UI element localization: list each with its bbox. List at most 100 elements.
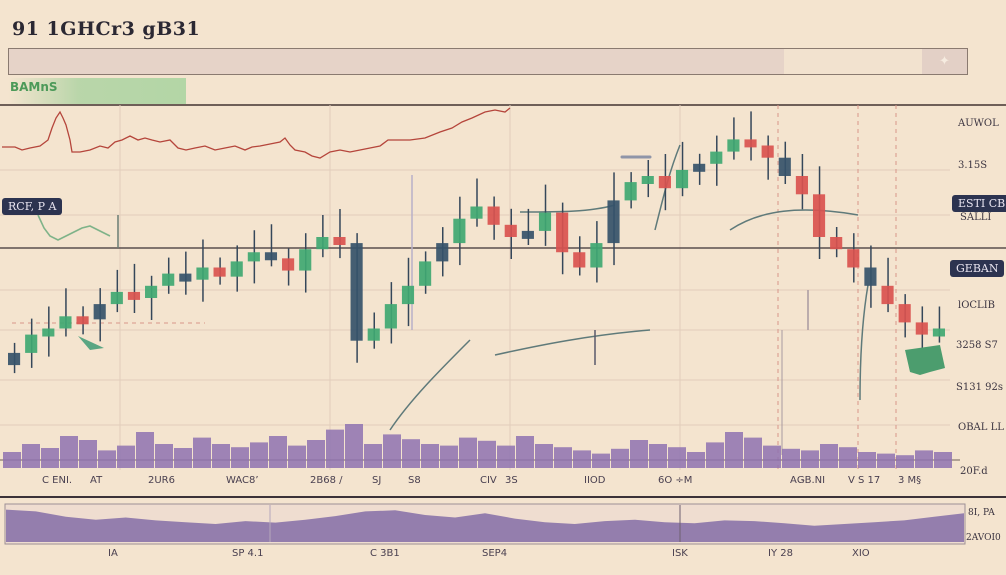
volume-bar — [440, 445, 458, 468]
volume-bar — [326, 429, 344, 468]
volume-bar — [193, 437, 211, 468]
candle[interactable] — [110, 291, 123, 305]
candle[interactable] — [932, 328, 945, 337]
nav-right-label-1: 2AVOI0 — [966, 533, 1001, 543]
candle[interactable] — [8, 352, 21, 366]
candle[interactable] — [367, 328, 380, 341]
candle[interactable] — [795, 176, 808, 195]
volume-bar — [79, 440, 97, 468]
candle[interactable] — [93, 304, 106, 320]
candle[interactable] — [898, 304, 911, 323]
candle[interactable] — [333, 237, 346, 245]
x-label-3: WAC8’ — [226, 475, 259, 486]
candle[interactable] — [42, 328, 55, 337]
candle[interactable] — [76, 316, 89, 325]
volume-bar — [896, 455, 914, 468]
candle[interactable] — [316, 237, 329, 250]
candle[interactable] — [881, 285, 894, 305]
volume-bar — [269, 436, 287, 468]
volume-bar — [364, 444, 382, 468]
candle[interactable] — [847, 249, 860, 268]
nav-right-label-0: 8I, PA — [968, 508, 995, 518]
candle[interactable] — [761, 145, 774, 158]
bull-marker — [905, 345, 945, 375]
volume-bar — [706, 442, 724, 468]
candle[interactable] — [436, 243, 449, 262]
candle[interactable] — [641, 176, 654, 184]
tab-bars[interactable]: BAMnS — [8, 78, 186, 104]
candle[interactable] — [470, 206, 483, 219]
candle[interactable] — [59, 316, 72, 329]
candle[interactable] — [830, 237, 843, 250]
candle[interactable] — [145, 285, 158, 298]
search-input[interactable]: ✦ — [8, 48, 968, 75]
candle[interactable] — [127, 291, 141, 300]
candle[interactable] — [607, 200, 620, 244]
candle[interactable] — [504, 224, 517, 237]
volume-bar — [592, 453, 610, 468]
candle[interactable] — [590, 243, 603, 268]
y-label-4: 3258 S7 — [956, 340, 998, 351]
candle[interactable] — [864, 267, 877, 286]
candle[interactable] — [25, 334, 38, 353]
volume-bar — [136, 432, 154, 468]
volume-bar — [345, 424, 363, 468]
candle[interactable] — [264, 252, 278, 261]
candle[interactable] — [453, 218, 466, 244]
volume-bar — [288, 445, 306, 468]
candle[interactable] — [812, 194, 826, 237]
favorite-button[interactable]: ✦ — [922, 49, 967, 74]
x-label-10: 6O ÷M — [658, 475, 693, 486]
candle[interactable] — [282, 258, 295, 271]
volume-bar — [155, 444, 173, 468]
price-line — [2, 107, 511, 159]
volume-bar — [649, 444, 667, 468]
x-label-4: 2B68 / — [310, 475, 343, 486]
navigator-area — [6, 509, 964, 542]
volume-bar — [250, 442, 268, 468]
volume-bar — [630, 440, 648, 468]
candle[interactable] — [350, 243, 363, 341]
star-icon: ✦ — [939, 54, 950, 69]
candle[interactable] — [744, 139, 757, 148]
candle[interactable] — [915, 322, 928, 335]
candle[interactable] — [675, 169, 689, 189]
candle[interactable] — [419, 261, 432, 286]
candle[interactable] — [693, 163, 706, 172]
x-label-7: CIV — [480, 475, 497, 486]
x-label-9: IIOD — [584, 475, 606, 486]
candle[interactable] — [213, 267, 226, 277]
nav-label-2: C 3B1 — [370, 548, 400, 559]
candle[interactable] — [196, 267, 209, 280]
volume-bar — [60, 436, 78, 468]
candle[interactable] — [538, 212, 552, 231]
candle[interactable] — [727, 139, 740, 152]
x-label-13: 3 M§ — [898, 475, 922, 486]
chart-title: 91 1GHCr3 gB31 — [12, 18, 201, 40]
candle[interactable] — [658, 176, 671, 189]
candle[interactable] — [624, 182, 637, 201]
candle[interactable] — [230, 261, 243, 277]
candle[interactable] — [179, 273, 192, 282]
candle[interactable] — [299, 249, 312, 271]
x-label-12: V S 17 — [848, 475, 881, 486]
candle[interactable] — [487, 206, 500, 225]
volume-bar — [668, 447, 686, 468]
candle[interactable] — [384, 304, 397, 329]
nav-label-0: IA — [108, 548, 118, 559]
volume-bar — [801, 450, 819, 468]
grid-lines — [0, 105, 950, 470]
candle[interactable] — [556, 212, 569, 253]
candle[interactable] — [162, 273, 175, 286]
x-label-0: C ENI. — [42, 475, 73, 486]
candle[interactable] — [247, 252, 260, 262]
right-price-badge-1: ESTI CB — [952, 195, 1006, 212]
volume-bar — [3, 452, 21, 468]
candle[interactable] — [778, 157, 791, 176]
candle[interactable] — [521, 230, 534, 239]
candle[interactable] — [573, 252, 586, 268]
nav-label-1: SP 4.1 — [232, 548, 264, 559]
candle[interactable] — [401, 285, 415, 305]
candle[interactable] — [710, 151, 723, 164]
